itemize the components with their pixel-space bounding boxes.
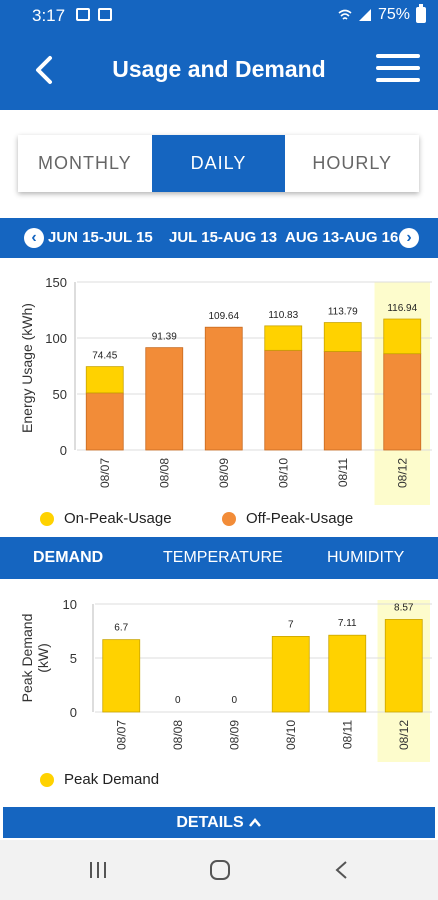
demand-bar[interactable] [328, 634, 367, 713]
energy-usage-chart: 0 50 100 150 Energy Usage (kWh) 74.45 08/07 91.… [19, 275, 432, 505]
demand-bar[interactable] [384, 619, 423, 713]
x-tick-label: 08/11 [340, 720, 354, 749]
range-jul-aug[interactable]: JUL 15-AUG 13 [169, 229, 278, 246]
range-aug-aug[interactable]: AUG 13-AUG 16 [285, 229, 399, 246]
off-peak-bar[interactable] [323, 351, 362, 451]
bar-value-label: 8.57 [394, 602, 414, 613]
off-peak-legend-dot [222, 511, 236, 526]
recent-apps-icon[interactable] [84, 858, 112, 882]
x-tick-label: 08/07 [98, 458, 112, 488]
tab-monthly[interactable]: MONTHLY [38, 153, 132, 173]
on-peak-bar[interactable] [383, 318, 422, 355]
on-peak-bar[interactable] [264, 325, 303, 351]
chevron-up-icon [248, 817, 261, 827]
battery-icon [416, 4, 426, 23]
y-tick-label: 10 [63, 597, 77, 612]
off-peak-bar[interactable] [85, 392, 124, 451]
y-axis-label-line2: (kW) [35, 643, 51, 673]
app-notification-icon [98, 8, 112, 21]
off-peak-bar[interactable] [204, 326, 243, 451]
y-axis-label-line1: Peak Demand [19, 614, 35, 703]
y-tick-label: 50 [53, 387, 67, 402]
x-tick-label: 08/09 [227, 720, 241, 750]
image-notification-icon [76, 8, 90, 21]
home-icon[interactable] [206, 858, 234, 882]
demand-bar[interactable] [102, 639, 141, 713]
peak-demand-legend-dot [40, 772, 54, 787]
status-time: 3:17 [32, 6, 66, 25]
legend-off-peak: Off-Peak-Usage [222, 510, 353, 527]
app-header: Usage and Demand [0, 32, 438, 110]
x-tick-label: 08/12 [395, 458, 409, 488]
bar-value-label: 0 [175, 695, 181, 706]
peak-demand-chart: 0 5 10 Peak Demand (kW) 6.7 08/07 0 08/08 0 08/09 7… [19, 597, 432, 762]
wifi-icon [338, 9, 352, 20]
status-indicators: 75% [338, 4, 426, 24]
bar-value-label: 7 [288, 619, 294, 630]
demand-bar[interactable] [271, 636, 310, 713]
x-tick-label: 08/12 [397, 720, 411, 750]
legend-peak-demand: Peak Demand [40, 771, 159, 788]
bar-value-label: 116.94 [387, 303, 417, 314]
system-nav-bar [0, 840, 438, 900]
tab-hourly[interactable]: HOURLY [312, 153, 393, 173]
bar-value-label: 0 [231, 695, 237, 706]
details-button[interactable]: DETAILS [3, 807, 435, 838]
off-peak-bar[interactable] [145, 347, 184, 451]
peak-demand-legend-label: Peak Demand [64, 771, 160, 788]
tab-temperature[interactable]: TEMPERATURE [163, 549, 283, 566]
x-tick-label: 08/08 [157, 458, 171, 488]
y-axis-label: Energy Usage (kWh) [19, 303, 35, 433]
x-tick-label: 08/10 [284, 720, 298, 750]
x-tick-label: 08/11 [336, 458, 350, 487]
battery-percent: 75% [377, 6, 410, 23]
on-peak-legend-label: On-Peak-Usage [64, 510, 172, 527]
y-tick-label: 100 [45, 331, 67, 346]
on-peak-legend-dot [40, 511, 54, 526]
hamburger-menu-icon[interactable] [376, 54, 420, 88]
metric-tabs: DEMAND TEMPERATURE HUMIDITY [0, 537, 438, 579]
period-tabs: MONTHLY DAILY HOURLY [18, 135, 419, 192]
y-tick-label: 0 [60, 443, 67, 458]
bar-value-label: 109.64 [208, 311, 239, 322]
range-jun-jul[interactable]: JUN 15-JUL 15 [48, 229, 153, 246]
on-peak-bar[interactable] [323, 322, 362, 352]
tab-daily[interactable]: DAILY [151, 135, 286, 192]
off-peak-bar[interactable] [383, 353, 422, 451]
y-tick-label: 150 [45, 275, 67, 290]
off-peak-legend-label: Off-Peak-Usage [246, 510, 354, 527]
tab-demand[interactable]: DEMAND [33, 549, 104, 566]
signal-icon [358, 9, 371, 21]
off-peak-bar[interactable] [264, 349, 303, 451]
details-label: DETAILS [176, 813, 244, 831]
previous-range-icon[interactable]: ‹ [24, 228, 44, 248]
bar-value-label: 6.7 [114, 623, 128, 634]
x-tick-label: 08/10 [276, 458, 290, 488]
tab-humidity[interactable]: HUMIDITY [327, 549, 405, 566]
back-arrow-icon[interactable] [28, 52, 64, 88]
bar-value-label: 110.83 [268, 310, 298, 321]
bar-value-label: 91.39 [152, 332, 177, 343]
y-tick-label: 0 [70, 705, 77, 720]
bar-value-label: 74.45 [92, 351, 117, 362]
x-tick-label: 08/08 [171, 720, 185, 750]
nav-back-icon[interactable] [328, 858, 356, 882]
page-title: Usage and Demand [112, 56, 326, 82]
x-tick-label: 08/07 [114, 720, 128, 750]
next-range-icon[interactable]: › [399, 228, 419, 248]
date-range-bar: ‹ JUN 15-JUL 15 JUL 15-AUG 13 AUG 13-AUG… [0, 218, 438, 258]
on-peak-bar[interactable] [85, 366, 124, 394]
status-bar: 3:17 75% [0, 0, 438, 32]
y-tick-label: 5 [70, 651, 77, 666]
bar-value-label: 113.79 [328, 307, 358, 318]
bar-value-label: 7.11 [338, 618, 357, 629]
x-tick-label: 08/09 [217, 458, 231, 488]
legend-on-peak: On-Peak-Usage [40, 510, 172, 527]
